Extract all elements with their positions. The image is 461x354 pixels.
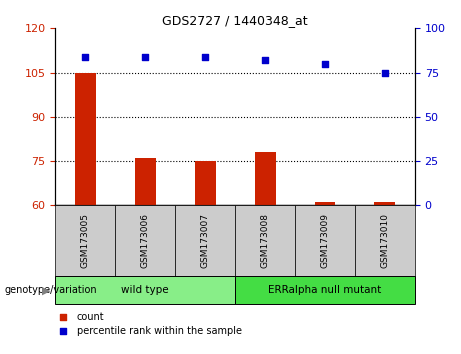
Bar [135,158,156,205]
Bar [235,276,415,304]
Point [261,57,269,63]
Bar [115,205,175,276]
Point [142,54,149,59]
Bar [235,205,295,276]
Bar [75,73,96,205]
Text: GSM173005: GSM173005 [81,213,90,268]
Bar [55,205,115,276]
Point [59,314,66,320]
Point [321,61,329,67]
Bar [295,205,355,276]
Text: percentile rank within the sample: percentile rank within the sample [77,326,242,336]
Bar [195,161,216,205]
Bar [175,205,235,276]
Text: GSM173009: GSM173009 [320,213,330,268]
Bar [55,276,235,304]
Text: genotype/variation: genotype/variation [5,285,97,295]
Text: GSM173008: GSM173008 [260,213,270,268]
Bar [254,152,276,205]
Title: GDS2727 / 1440348_at: GDS2727 / 1440348_at [162,14,308,27]
Text: count: count [77,312,105,322]
Point [381,70,389,75]
Text: GSM173006: GSM173006 [141,213,150,268]
Point [59,328,66,334]
Point [82,54,89,59]
Text: wild type: wild type [121,285,169,295]
Text: ▶: ▶ [42,285,51,295]
Text: ERRalpha null mutant: ERRalpha null mutant [268,285,382,295]
Text: GSM173010: GSM173010 [380,213,390,268]
Bar [314,202,336,205]
Bar [374,202,396,205]
Point [201,54,209,59]
Text: GSM173007: GSM173007 [201,213,210,268]
Bar [355,205,415,276]
